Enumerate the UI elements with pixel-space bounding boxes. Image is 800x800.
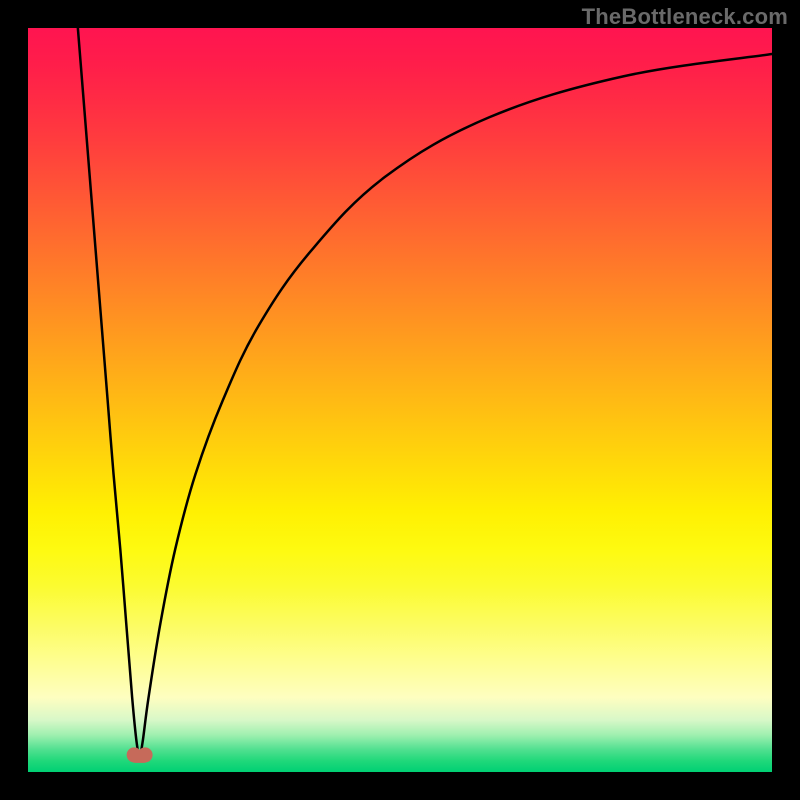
chart-background bbox=[28, 28, 772, 772]
chart-container: TheBottleneck.com bbox=[0, 0, 800, 800]
chart-svg bbox=[28, 28, 772, 772]
plot-area bbox=[28, 28, 772, 772]
watermark-text: TheBottleneck.com bbox=[582, 4, 788, 30]
